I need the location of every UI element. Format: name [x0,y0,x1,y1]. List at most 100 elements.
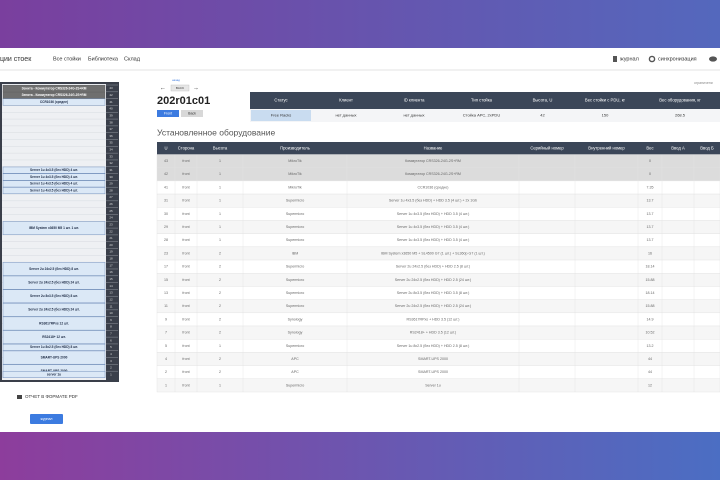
rack-device-label: CCR1036 (средне) [40,100,68,104]
equipment-cell: front [182,265,189,269]
small-link[interactable]: назад [172,78,180,82]
rack-unit-number: 26 [109,202,113,206]
rack-unit-number: 35 [109,141,113,145]
equipment-cell: front [182,317,189,321]
equipment-cell: 2 [219,357,221,361]
rack-unit-number: 32 [109,161,113,165]
rack-device [2,173,106,181]
equipment-cell: Server 2u 8x3.5 (без HDD) + HDD 3.5 (8 ш… [397,291,470,295]
equipment-cell: 15.88 [646,278,655,282]
back-button[interactable] [181,110,203,117]
equipment-cell: 1 [219,225,221,229]
equipment-column-header: Сторона [178,145,195,150]
rack-unit-number: 20 [109,243,113,247]
rack-unit-number: 18 [109,257,113,261]
nav-sync[interactable]: синхронизация [658,56,697,62]
nav-link[interactable]: Все стойки [53,55,81,62]
rack-device-label: RS2418+ 12 шт. [42,335,66,339]
rack-unit-number: 24 [109,216,113,220]
rack-unit-number: 30 [109,175,113,179]
equipment-cell: 41 [164,185,168,189]
front-label[interactable]: Front [164,111,172,115]
equipment-cell: 1 [219,212,221,216]
rack-unit-number: 41 [109,100,113,104]
nav-link[interactable]: Библиотека [88,56,119,62]
equipment-cell: front [182,199,189,203]
info-cell: Free Racks [271,113,291,118]
rack-unit-number: 34 [109,148,113,152]
rack-unit-number: 42 [109,93,113,97]
equipment-cell: 1 [219,159,221,163]
rack-device [2,221,106,235]
equipment-cell: MikroTik [288,159,302,163]
rack-unit-number: 8 [110,325,112,329]
equipment-cell: 5 [165,344,167,348]
equipment-cell: front [182,278,189,282]
rack-device-label: Server 2u 24x2.5 (без HDD) 8 шт. [29,267,79,271]
rack-device [2,180,106,188]
info-cell: Стойка APC, 2xPDU [463,113,501,118]
equipment-cell: 1 [219,199,221,203]
equipment-cell: Supermicro [286,344,304,348]
equipment-cell: 10.52 [646,331,655,335]
front-button[interactable] [157,110,179,117]
equipment-cell: 1 [219,344,221,348]
arrow-right[interactable]: → [193,86,199,92]
equipment-cell: 42 [164,172,168,176]
nav-button[interactable] [170,84,190,92]
rack-device [2,371,106,379]
info-column-header: ID клиента [404,98,426,103]
equipment-cell: 11 [164,304,168,308]
equipment-cell: 2 [219,251,221,255]
back-label[interactable]: Back [188,111,196,115]
rack-unit-number: 23 [109,222,113,226]
rack-device [2,262,106,276]
rack-device-label: Server 2u 24x2.5 (без HDD) 24 шт. [28,280,80,284]
info-column-header: Статус [274,98,287,103]
rack-unit-number: 13 [109,291,113,295]
journal-button[interactable] [30,414,63,424]
equipment-cell: 7 [165,331,167,335]
equipment-cell: front [182,383,189,387]
equipment-cell: 12 [648,383,652,387]
equipment-header-bg [157,142,720,155]
equipment-cell: Supermicro [286,304,304,308]
journal-icon [613,56,617,62]
rack-device-label: IBM System x3650 M5 1 шт. 1 шт. [29,226,79,230]
nav-link[interactable]: Склад [124,56,141,62]
equipment-cell: 2 [219,291,221,295]
rack-device-label: server 1u [47,372,61,376]
note: ограничени [694,81,713,85]
equipment-cell: IBM System x3650 M5 + SL4500 G7 (1 шт.) … [381,251,485,255]
arrow-left[interactable]: ← [160,86,166,92]
rack-unit-number: 11 [109,304,112,308]
pdf-link[interactable]: ОТЧЕТ В ФОРМАТЕ PDF [25,394,78,399]
info-cell: 150 [602,113,609,118]
nav-button-label[interactable]: BACK [176,86,184,90]
equipment-cell: CCR1036 (средне) [418,185,449,189]
equipment-cell: 2 [219,304,221,308]
equipment-column-header: Производитель [280,145,311,150]
equipment-cell: Коммутатор CRS326-24G-2S+RM [405,159,461,163]
equipment-cell: Server 2u 24x2.5 (без HDD) + HDD 2.5 (24… [395,278,472,282]
equipment-cell: 15.88 [646,304,655,308]
rack-device [2,84,106,92]
rack-device-label: SMART-UPS 2000 [41,355,68,359]
rack-device [2,98,106,106]
status-cell [251,110,311,121]
equipment-cell: 44 [648,370,652,374]
nav-journal[interactable]: журнал [620,56,639,62]
gear-icon [648,55,656,63]
rack-device [2,330,106,344]
journal-button-label[interactable]: журнал [41,417,53,421]
rack-device-label: Server 1u 4x3.5 (без HDD) 4 шт. [30,168,78,172]
equipment-cell: Server 1u 4x3.5 (без HDD) + HDD 3.5 (4 ш… [397,238,470,242]
info-column-header: Тип стойка [471,98,493,103]
info-cell: 268.5 [675,113,686,118]
equipment-cell: MikroTik [288,185,302,189]
equipment-cell: front [182,291,189,295]
equipment-cell: front [182,185,189,189]
rack-device-label: Server 1u 4x3.5 (без HDD) 4 шт. [30,188,78,192]
rack-unit-number: 1 [110,372,112,376]
